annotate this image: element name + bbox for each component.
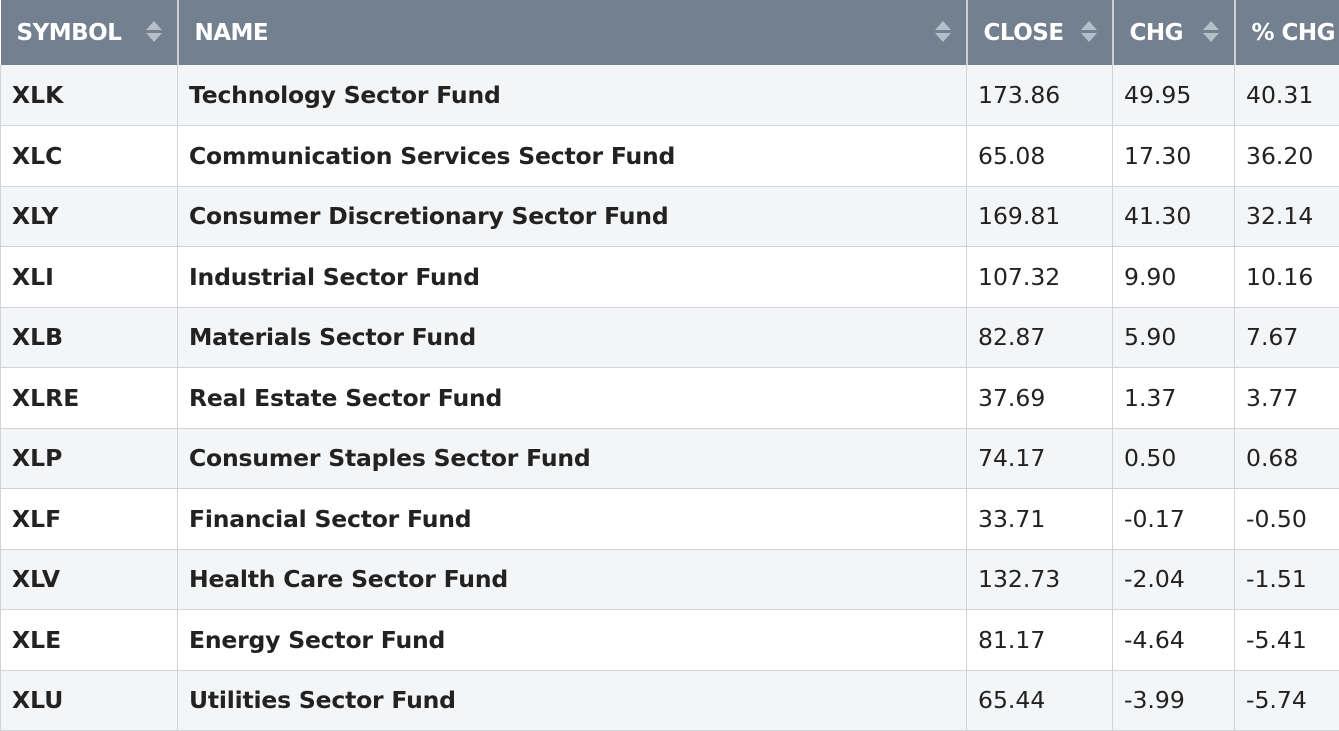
fund-name-link[interactable]: Technology Sector Fund (178, 65, 967, 126)
name-column-header[interactable]: NAME (178, 0, 967, 65)
close-cell: 81.17 (967, 610, 1113, 671)
close-column-header[interactable]: CLOSE (967, 0, 1113, 65)
pct-chg-cell: 36.20 (1235, 126, 1339, 187)
chg-cell: 9.90 (1113, 247, 1235, 308)
pct-chg-column-label: % CHG (1252, 20, 1336, 46)
chg-column-header[interactable]: CHG (1113, 0, 1235, 65)
chg-cell: -4.64 (1113, 610, 1235, 671)
symbol-cell: XLI (1, 247, 178, 308)
pct-chg-cell: 0.68 (1235, 428, 1339, 489)
chg-cell: 1.37 (1113, 368, 1235, 429)
pct-chg-cell: 7.67 (1235, 307, 1339, 368)
close-column-label: CLOSE (984, 20, 1064, 46)
symbol-cell: XLE (1, 610, 178, 671)
chg-cell: 41.30 (1113, 186, 1235, 247)
fund-name-link[interactable]: Energy Sector Fund (178, 610, 967, 671)
table-header: SYMBOL NAME CLOSE CHG % CHG (1, 0, 1339, 65)
chg-cell: 5.90 (1113, 307, 1235, 368)
pct-chg-cell: 3.77 (1235, 368, 1339, 429)
symbol-cell: XLU (1, 670, 178, 731)
symbol-cell: XLRE (1, 368, 178, 429)
chg-column-label: CHG (1130, 20, 1184, 46)
close-cell: 169.81 (967, 186, 1113, 247)
pct-chg-column-header[interactable]: % CHG (1235, 0, 1339, 65)
symbol-column-header[interactable]: SYMBOL (1, 0, 178, 65)
pct-chg-cell: 10.16 (1235, 247, 1339, 308)
fund-name-link[interactable]: Real Estate Sector Fund (178, 368, 967, 429)
symbol-cell: XLK (1, 65, 178, 126)
pct-chg-cell: -0.50 (1235, 489, 1339, 550)
close-cell: 107.32 (967, 247, 1113, 308)
symbol-cell: XLY (1, 186, 178, 247)
sort-updown-icon[interactable] (935, 19, 951, 45)
close-cell: 82.87 (967, 307, 1113, 368)
chg-cell: -3.99 (1113, 670, 1235, 731)
fund-name-link[interactable]: Materials Sector Fund (178, 307, 967, 368)
sort-updown-icon[interactable] (1081, 19, 1097, 45)
name-column-label: NAME (195, 20, 269, 46)
pct-chg-cell: 40.31 (1235, 65, 1339, 126)
fund-name-link[interactable]: Health Care Sector Fund (178, 549, 967, 610)
pct-chg-cell: -5.74 (1235, 670, 1339, 731)
fund-name-link[interactable]: Consumer Discretionary Sector Fund (178, 186, 967, 247)
chg-cell: 17.30 (1113, 126, 1235, 187)
symbol-cell: XLC (1, 126, 178, 187)
pct-chg-cell: 32.14 (1235, 186, 1339, 247)
pct-chg-cell: -5.41 (1235, 610, 1339, 671)
fund-name-link[interactable]: Consumer Staples Sector Fund (178, 428, 967, 489)
symbol-cell: XLF (1, 489, 178, 550)
close-cell: 33.71 (967, 489, 1113, 550)
symbol-column-label: SYMBOL (17, 20, 122, 46)
chg-cell: -0.17 (1113, 489, 1235, 550)
fund-name-link[interactable]: Industrial Sector Fund (178, 247, 967, 308)
fund-name-link[interactable]: Financial Sector Fund (178, 489, 967, 550)
chg-cell: 49.95 (1113, 65, 1235, 126)
close-cell: 37.69 (967, 368, 1113, 429)
close-cell: 173.86 (967, 65, 1113, 126)
close-cell: 132.73 (967, 549, 1113, 610)
symbol-cell: XLB (1, 307, 178, 368)
header-row: SYMBOL NAME CLOSE CHG % CHG (1, 0, 1339, 65)
close-cell: 74.17 (967, 428, 1113, 489)
sort-updown-icon[interactable] (1203, 19, 1219, 45)
symbol-cell: XLV (1, 549, 178, 610)
fund-name-link[interactable]: Utilities Sector Fund (178, 670, 967, 731)
pct-chg-cell: -1.51 (1235, 549, 1339, 610)
chg-cell: -2.04 (1113, 549, 1235, 610)
symbol-cell: XLP (1, 428, 178, 489)
close-cell: 65.08 (967, 126, 1113, 187)
chg-cell: 0.50 (1113, 428, 1235, 489)
fund-name-link[interactable]: Communication Services Sector Fund (178, 126, 967, 187)
close-cell: 65.44 (967, 670, 1113, 731)
sort-updown-icon[interactable] (146, 19, 162, 45)
